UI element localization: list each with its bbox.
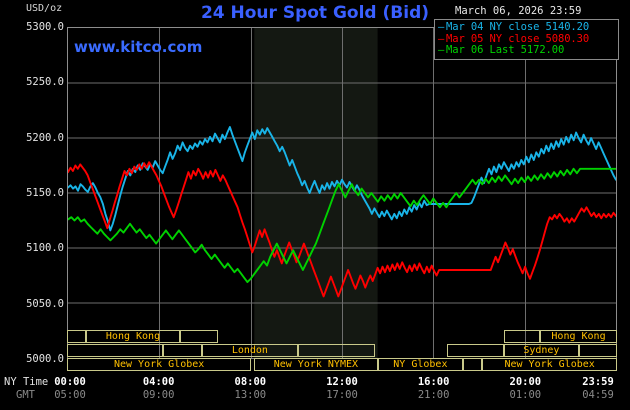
session-row-2: New York Globex New York NYMEX NY Globex Ne… <box>67 358 617 371</box>
x-axis-gmt-tick: 21:00 <box>417 389 450 401</box>
session-spacer <box>578 344 617 357</box>
session-row-0: Hong Kong Hong Kong <box>67 330 617 343</box>
x-axis-gmt-tick: 17:00 <box>326 389 358 401</box>
market-session-bars: Hong Kong Hong Kong London Sydney New York G… <box>67 330 617 372</box>
session-new-york-globex: New York Globex <box>482 358 617 371</box>
x-axis-nytime-tick: 16:00 <box>417 376 450 388</box>
y-axis-tick: 5300.0 <box>26 21 64 33</box>
session-spacer <box>163 344 202 357</box>
x-axis-nytime-tick: 23:59 <box>582 376 614 388</box>
y-axis-tick: 5050.0 <box>26 297 64 310</box>
x-axis-nytime-tick: 12:00 <box>326 376 358 388</box>
series-line-0 <box>68 126 616 232</box>
x-axis-gmt-tick: 05:00 <box>54 389 86 401</box>
session-london: London <box>201 344 298 357</box>
x-axis-gmt-tick: 01:00 <box>509 389 542 401</box>
page-title: 24 Hour Spot Gold (Bid) <box>200 3 430 23</box>
session-new-york-globex: New York Globex <box>67 358 252 371</box>
y-axis: 5300.0 5250.0 5200.0 5150.0 5100.0 5050.0 5000… <box>0 0 64 410</box>
y-axis-tick: 5250.0 <box>26 76 64 89</box>
y-axis-unit-label: USD/oz <box>26 3 63 14</box>
x-axis: NY Time GMT 00:00 05:00 04:00 09:00 08:00 13:… <box>0 374 630 408</box>
x-axis-gmt-tick: 09:00 <box>142 389 175 401</box>
session-ny-globex: NY Globex <box>377 358 463 371</box>
x-axis-nytime-tick: 00:00 <box>54 376 86 388</box>
session-row-1: London Sydney <box>67 344 617 357</box>
legend-entry-label: Mar 04 NY close 5140.20 <box>446 21 590 33</box>
legend-entry-0: – Mar 04 NY close 5140.20 <box>438 21 616 34</box>
session-spacer <box>446 344 505 357</box>
price-chart-svg <box>68 28 616 358</box>
session-new-york-nymex: New York NYMEX <box>254 358 378 371</box>
x-axis-gmt-label: GMT <box>16 389 35 401</box>
x-axis-gmt-tick: 13:00 <box>234 389 267 401</box>
series-line-2 <box>68 167 616 284</box>
legend: – Mar 04 NY close 5140.20– Mar 05 NY close… <box>434 19 619 60</box>
session-hong-kong: Hong Kong <box>540 330 617 343</box>
legend-dash-icon: – <box>438 32 445 45</box>
kitco-watermark: www.kitco.com <box>74 38 203 56</box>
y-axis-tick: 5000.0 <box>26 353 64 365</box>
legend-dash-icon: – <box>438 44 445 57</box>
x-axis-nytime-tick: 20:00 <box>509 376 542 388</box>
legend-entry-label: Mar 06 Last 5172.00 <box>446 44 565 57</box>
timestamp: March 06, 2026 23:59 <box>455 5 582 17</box>
session-spacer <box>298 344 375 357</box>
session-spacer <box>504 330 540 343</box>
session-spacer <box>67 330 87 343</box>
session-hong-kong: Hong Kong <box>86 330 180 343</box>
legend-entry-1: – Mar 05 NY close 5080.30 <box>438 32 616 46</box>
session-spacer <box>179 330 219 343</box>
legend-dash-icon: – <box>438 21 445 33</box>
x-axis-nytime-tick: 08:00 <box>234 376 267 388</box>
y-axis-tick: 5150.0 <box>26 187 64 199</box>
session-spacer <box>463 358 483 371</box>
session-sydney: Sydney <box>504 344 579 357</box>
y-axis-tick: 5200.0 <box>26 131 64 144</box>
series-line-1 <box>68 161 616 298</box>
x-axis-gmt-tick: 04:59 <box>582 389 614 401</box>
plot-area[interactable] <box>67 27 617 359</box>
x-axis-nytime-tick: 04:00 <box>142 376 175 388</box>
y-axis-tick: 5100.0 <box>26 242 64 255</box>
legend-entry-2: – Mar 06 Last 5172.00 <box>438 44 616 57</box>
session-spacer <box>67 344 164 357</box>
legend-entry-label: Mar 05 NY close 5080.30 <box>446 32 590 45</box>
x-axis-nytime-label: NY Time <box>4 376 49 388</box>
